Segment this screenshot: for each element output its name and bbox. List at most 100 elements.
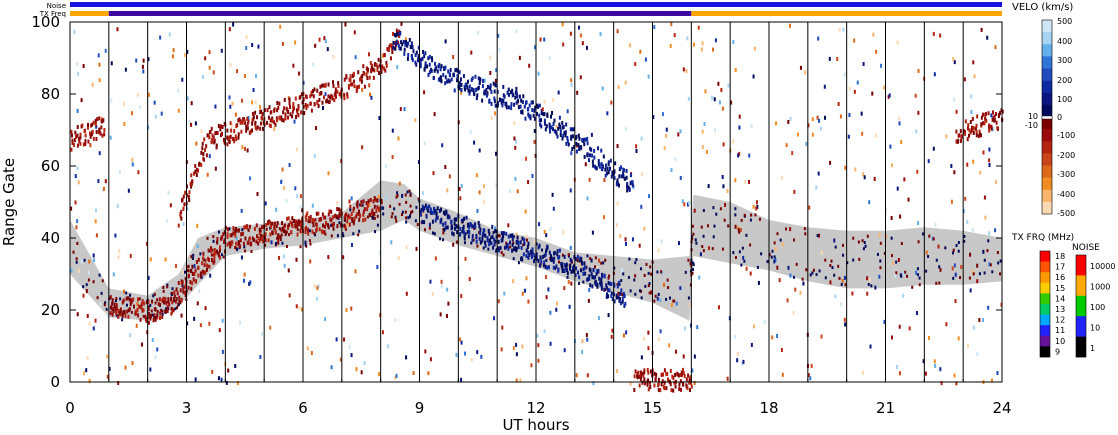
echo-cell — [211, 248, 214, 252]
trace-cell — [442, 66, 445, 71]
txfreq-tick-label: 18 — [1055, 252, 1065, 261]
echo-cell — [810, 363, 813, 368]
echo-cell — [228, 27, 231, 32]
echo-cell — [957, 336, 960, 341]
trace-cell — [477, 220, 480, 225]
trace-cell — [440, 217, 443, 222]
trace-cell — [202, 271, 205, 276]
trace-cell — [442, 210, 445, 215]
trace-cell — [647, 387, 650, 392]
echo-cell — [147, 305, 150, 309]
echo-cell — [404, 193, 407, 197]
echo-cell — [212, 70, 215, 75]
trace-cell — [510, 106, 513, 111]
echo-cell — [295, 257, 298, 262]
trace-cell — [538, 263, 541, 268]
trace-cell — [360, 202, 363, 207]
trace-cell — [453, 221, 456, 226]
echo-cell — [768, 253, 771, 257]
echo-cell — [839, 114, 842, 119]
trace-cell — [460, 88, 463, 93]
trace-cell — [171, 309, 174, 314]
echo-cell — [513, 136, 516, 141]
echo-cell — [538, 222, 541, 227]
noise-color-swatch — [1076, 295, 1086, 317]
echo-cell — [183, 270, 186, 274]
echo-cell — [750, 342, 753, 347]
trace-cell — [283, 97, 286, 102]
trace-cell — [249, 224, 252, 229]
echo-cell — [444, 212, 447, 216]
trace-cell — [318, 227, 321, 232]
echo-cell — [156, 298, 159, 302]
echo-cell — [807, 123, 810, 128]
trace-cell — [245, 225, 248, 230]
echo-cell — [75, 257, 78, 261]
echo-cell — [534, 45, 537, 50]
echo-cell — [236, 381, 239, 386]
trace-cell — [599, 282, 602, 287]
trace-cell — [324, 215, 327, 220]
echo-cell — [851, 291, 854, 296]
echo-cell — [983, 195, 986, 200]
trace-cell — [991, 117, 994, 122]
echo-cell — [967, 344, 970, 349]
echo-cell — [478, 148, 481, 153]
trace-cell — [86, 125, 89, 130]
trace-cell — [563, 263, 566, 268]
echo-cell — [147, 57, 150, 62]
trace-cell — [527, 107, 530, 112]
echo-cell — [969, 288, 972, 293]
trace-cell — [455, 217, 458, 222]
echo-cell — [124, 67, 127, 72]
echo-cell — [857, 240, 860, 244]
trace-cell — [570, 259, 573, 264]
echo-cell — [186, 96, 189, 101]
trace-cell — [209, 246, 212, 251]
echo-cell — [713, 97, 716, 102]
echo-cell — [755, 206, 758, 211]
echo-cell — [786, 298, 789, 303]
trace-cell — [488, 98, 491, 103]
trace-cell — [136, 307, 139, 312]
echo-cell — [576, 90, 579, 95]
trace-cell — [273, 120, 276, 125]
trace-cell — [616, 284, 619, 289]
trace-cell — [400, 21, 403, 26]
echo-cell — [444, 39, 447, 44]
echo-cell — [686, 36, 689, 41]
trace-cell — [145, 300, 148, 305]
echo-cell — [188, 119, 191, 124]
trace-cell — [548, 250, 551, 255]
echo-cell — [903, 177, 906, 182]
echo-cell — [645, 262, 648, 266]
echo-cell — [446, 287, 449, 292]
echo-cell — [122, 101, 125, 106]
trace-cell — [628, 186, 631, 191]
trace-cell — [578, 275, 581, 280]
trace-cell — [539, 122, 542, 127]
trace-cell — [613, 283, 616, 288]
trace-cell — [226, 135, 229, 140]
echo-cell — [131, 157, 134, 162]
trace-cell — [127, 314, 130, 319]
echo-cell — [385, 195, 388, 200]
echo-cell — [298, 71, 301, 76]
echo-cell — [774, 247, 777, 252]
echo-cell — [515, 29, 518, 34]
trace-cell — [353, 84, 356, 89]
trace-cell — [552, 259, 555, 264]
trace-cell — [401, 42, 404, 47]
trace-cell — [141, 300, 144, 305]
noise-tick-label: 1 — [1090, 344, 1095, 353]
echo-cell — [665, 127, 668, 132]
trace-cell — [315, 227, 318, 232]
trace-cell — [478, 81, 481, 86]
trace-cell — [472, 88, 475, 93]
echo-cell — [619, 234, 622, 239]
trace-cell — [158, 297, 161, 302]
trace-cell — [266, 108, 269, 113]
trace-cell — [128, 297, 131, 302]
txfreq-tick-label: 14 — [1055, 294, 1065, 303]
echo-cell — [809, 376, 812, 381]
